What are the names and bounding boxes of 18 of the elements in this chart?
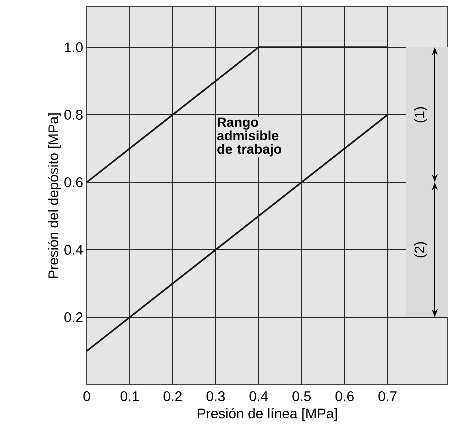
y-tick-label: 0.6 bbox=[64, 178, 83, 188]
x-tick-label: 0.4 bbox=[250, 392, 268, 402]
x-axis-title: Presión de línea [MPa] bbox=[198, 408, 338, 422]
x-tick-label: 0.2 bbox=[164, 392, 182, 402]
x-tick-label: 0 bbox=[84, 392, 90, 402]
x-tick-label: 0.6 bbox=[336, 392, 354, 402]
annotation: Rango admisible de trabajo bbox=[217, 118, 282, 157]
band-label: (2) bbox=[414, 242, 428, 258]
band-label: (1) bbox=[414, 107, 428, 123]
y-tick-label: 0.2 bbox=[64, 312, 83, 322]
x-tick-label: 0.1 bbox=[120, 392, 139, 402]
x-tick-label: 0.5 bbox=[292, 392, 311, 402]
y-tick-label: 0.4 bbox=[64, 245, 84, 255]
x-tick-label: 0.7 bbox=[378, 392, 397, 402]
y-tick-label: 1.0 bbox=[65, 42, 83, 52]
y-axis-title: Presión del depósito [MPa] bbox=[48, 114, 62, 278]
y-tick-label: 0.8 bbox=[64, 110, 83, 120]
x-tick-label: 0.3 bbox=[206, 392, 226, 402]
